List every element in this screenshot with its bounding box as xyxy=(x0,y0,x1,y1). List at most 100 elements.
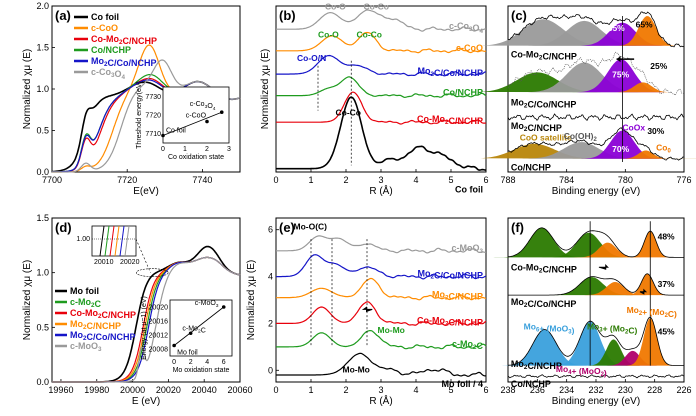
inset-y-label: Threshold energy(eV) xyxy=(136,81,143,149)
x-tick-label: 5 xyxy=(448,175,453,185)
peak-label: Mo3+ (Mo2C) xyxy=(587,322,637,336)
x-tick-label: 234 xyxy=(559,385,574,395)
y-tick-label: 0.0 xyxy=(36,167,49,177)
inset-point xyxy=(205,119,209,124)
panel-b: 0 1 2 3 4 5 6 R (Å) Normalized χμ (E) (b) c-Co3O4 c… xyxy=(260,1,489,197)
shift-arrow xyxy=(361,306,373,313)
fitted-peak xyxy=(478,72,696,93)
y-tick-label: 2 xyxy=(268,318,273,328)
fitted-peak xyxy=(478,16,696,46)
peak-annotation: Mo-Mo xyxy=(378,325,405,335)
legend-entry: Mo2C/NCHP xyxy=(70,319,121,331)
series-label: Co/NCHP xyxy=(443,88,483,98)
plot-frame xyxy=(51,217,241,383)
inset-point-label: c-Co3O4 xyxy=(190,101,216,112)
zoom-y-tick: 1.00 xyxy=(76,236,90,243)
legend-entry: c-MoO3 xyxy=(70,341,102,353)
sample-label: Co-Mo2C/NCHP xyxy=(511,49,577,61)
x-tick-label: 2 xyxy=(343,175,348,185)
x-tick-label: 236 xyxy=(530,385,545,395)
inset-y-label: Energy (at μ=1) (eV) xyxy=(141,296,148,360)
legend-entry: Co foil xyxy=(91,12,119,22)
percent-label: 70% xyxy=(612,144,629,154)
panel-f: 238 236 234 232 230 228 226 Binding energy (eV)… xyxy=(493,217,696,407)
fitted-peak xyxy=(478,62,696,93)
zoom-line xyxy=(124,225,130,257)
sample-label: Co/NCHP xyxy=(511,162,551,172)
series-line xyxy=(276,96,487,171)
peak-label: Mo4+ (MoO2) xyxy=(556,364,607,378)
fitted-peak xyxy=(493,232,696,258)
legend-entry: c-Co3O4 xyxy=(91,67,126,81)
peak-annotation: Mo-Mo xyxy=(343,365,370,375)
sample-label: Mo2C/Co/NCHP xyxy=(511,297,577,309)
percent-label: 35% xyxy=(608,23,625,33)
inset-x-tick-label: 4 xyxy=(205,359,209,366)
y-tick-label: 4 xyxy=(268,272,273,282)
peak-label: Mo2+ (Mo2C) xyxy=(627,305,677,319)
inset-y-tick-label: 20016 xyxy=(149,319,169,326)
x-tick-label: 20040 xyxy=(192,385,217,395)
x-tick-label: 4 xyxy=(413,175,418,185)
zoom-x-tick: 20020 xyxy=(120,259,140,266)
zoom-inset-frame xyxy=(91,225,137,257)
shift-arrow xyxy=(598,263,609,270)
spectrum-line xyxy=(507,51,685,96)
inset-y-tick-label: 20008 xyxy=(149,347,169,354)
x-tick-label: 3 xyxy=(378,385,383,395)
panel-c: 788 784 780 776 Binding energy (eV) (c) Co-Mo2… xyxy=(478,5,696,197)
fitted-peak xyxy=(478,130,696,159)
inset-point-label: c-CoO xyxy=(186,113,207,120)
fitted-peak xyxy=(493,273,696,296)
spectrum-line xyxy=(507,127,685,161)
peak-annotation: Mo-O(C) xyxy=(294,222,328,232)
y-tick-label: 0.5 xyxy=(36,322,49,332)
fitted-peak xyxy=(478,143,696,159)
panel-label: (b) xyxy=(279,8,296,23)
legend-entry: Mo2C/Co/NCHP xyxy=(91,56,157,68)
x-tick-label: 20020 xyxy=(156,385,181,395)
x-tick-label: 1 xyxy=(308,385,313,395)
y-tick-label: 6 xyxy=(268,225,273,235)
inset-point xyxy=(221,305,226,309)
inset-point xyxy=(188,331,193,336)
fitted-peak xyxy=(478,19,696,46)
zoom-line xyxy=(109,225,115,257)
series-label: c-CoO xyxy=(456,43,483,53)
fitted-peak xyxy=(493,321,696,366)
percent-label: 45% xyxy=(658,326,675,336)
zoom-line xyxy=(99,225,105,257)
fitted-peak xyxy=(493,329,696,366)
inset-y-tick-label: 7720 xyxy=(145,113,161,120)
panel-e: 0 1 2 3 4 5 6 0 2 4 6 R (Å) Normalized χμ (E) (e) c-Mo… xyxy=(246,217,489,407)
percent-label: 48% xyxy=(658,231,675,241)
inset-point-label: c-MoO3 xyxy=(195,300,219,309)
peak-label: CoOx xyxy=(622,123,645,133)
spectrum-line xyxy=(507,374,685,379)
peak-annotation: Co-Co xyxy=(364,1,390,11)
fitted-peak xyxy=(493,227,696,258)
series-label: Mo2C/Co/NCHP xyxy=(417,66,483,78)
sample-label: Co-Mo2C/NCHP xyxy=(511,262,577,274)
peak-annotation: Co-O/N xyxy=(297,53,326,63)
y-axis-label: Normalized χμ (E) xyxy=(260,49,271,129)
y-tick-label: 1.5 xyxy=(36,213,49,223)
fitted-peak xyxy=(493,277,696,296)
fitted-peak xyxy=(478,20,696,46)
x-tick-label: 19960 xyxy=(48,385,73,395)
zoom-line xyxy=(104,225,110,257)
percent-label: 25% xyxy=(650,61,667,71)
sample-label: Mo2C/Co/NCHP xyxy=(511,98,577,110)
series-line xyxy=(276,9,487,32)
y-tick-label: 1.0 xyxy=(36,268,49,278)
spectrum-line xyxy=(507,113,685,121)
series-line xyxy=(52,256,241,383)
inset-x-tick-label: 2 xyxy=(189,359,193,366)
x-tick-label: 788 xyxy=(500,175,515,185)
series-line xyxy=(276,76,487,99)
peak-annotation: Co-O xyxy=(325,1,346,11)
x-tick-label: 3 xyxy=(378,175,383,185)
x-tick-label: 6 xyxy=(483,385,488,395)
spectrum-line xyxy=(507,11,685,48)
x-tick-label: 784 xyxy=(559,175,574,185)
